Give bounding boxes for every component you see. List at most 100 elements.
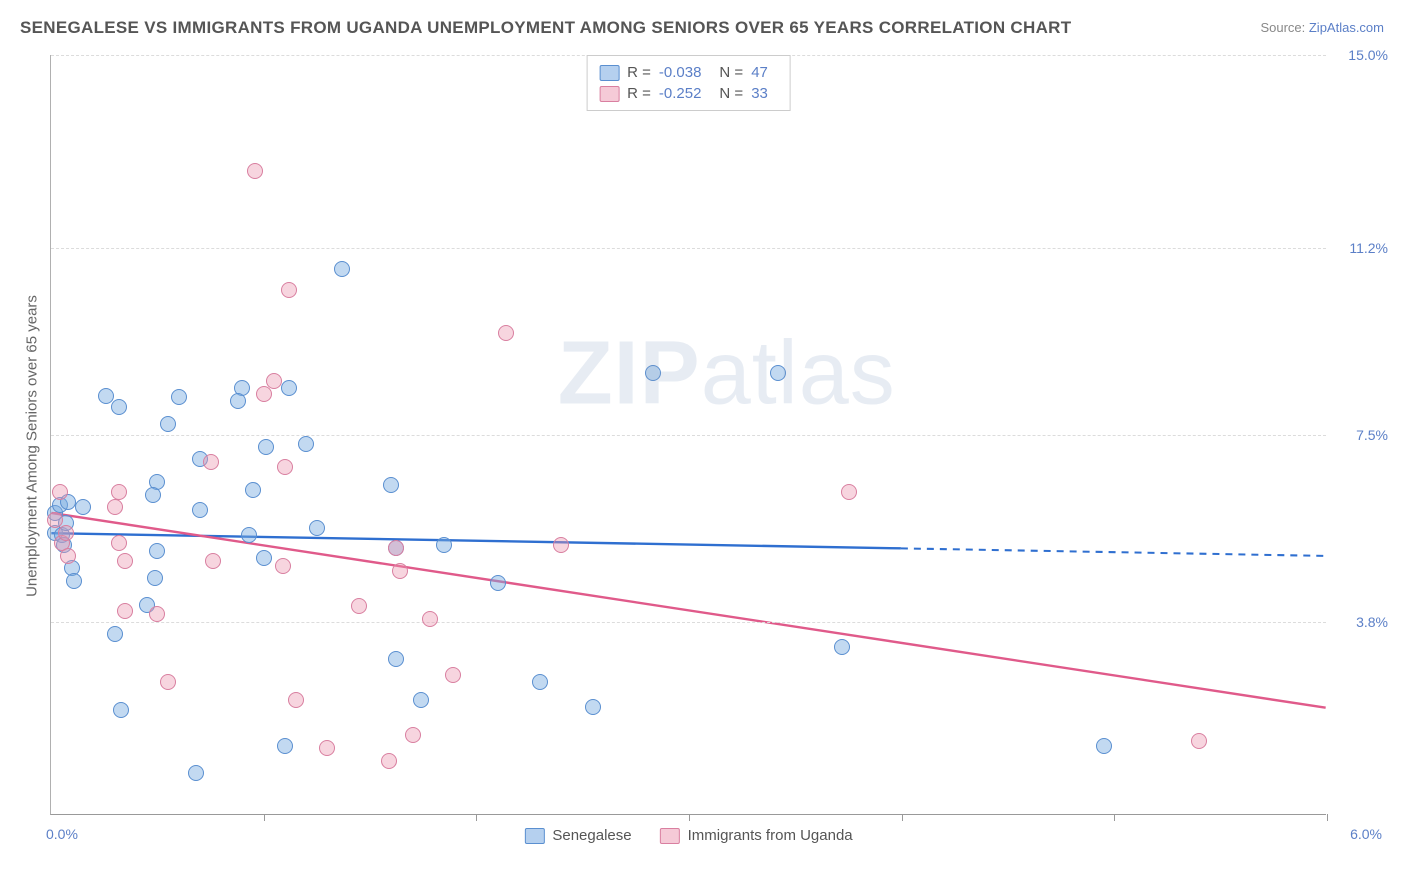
chart-container: SENEGALESE VS IMMIGRANTS FROM UGANDA UNE… [0, 0, 1406, 892]
r-label: R = [627, 64, 651, 81]
n-label: N = [719, 85, 743, 102]
data-point [111, 484, 127, 500]
correlation-legend: R = -0.038 N = 47 R = -0.252 N = 33 [586, 55, 791, 111]
data-point [149, 543, 165, 559]
data-point [117, 553, 133, 569]
swatch-icon [599, 65, 619, 81]
data-point [52, 484, 68, 500]
y-axis-title: Unemployment Among Seniors over 65 years [24, 295, 41, 597]
source-attribution: Source: ZipAtlas.com [1260, 20, 1384, 35]
plot-area: ZIPatlas R = -0.038 N = 47 R = -0.252 N … [50, 55, 1326, 815]
x-tick [689, 814, 690, 821]
data-point [149, 606, 165, 622]
y-tick-label: 15.0% [1348, 47, 1388, 63]
trend-line [51, 513, 1325, 708]
data-point [277, 738, 293, 754]
data-point [288, 692, 304, 708]
swatch-icon [599, 86, 619, 102]
data-point [309, 520, 325, 536]
legend-item: Senegalese [524, 827, 631, 844]
data-point [585, 699, 601, 715]
x-axis-max-label: 6.0% [1350, 826, 1382, 842]
x-tick [476, 814, 477, 821]
r-value: -0.038 [659, 64, 702, 81]
source-link[interactable]: ZipAtlas.com [1309, 20, 1384, 35]
n-value: 47 [751, 64, 768, 81]
data-point [111, 535, 127, 551]
data-point [319, 740, 335, 756]
data-point [256, 386, 272, 402]
chart-title: SENEGALESE VS IMMIGRANTS FROM UGANDA UNE… [20, 18, 1071, 38]
x-tick [1114, 814, 1115, 821]
x-tick [902, 814, 903, 821]
n-value: 33 [751, 85, 768, 102]
y-tick-label: 11.2% [1349, 240, 1388, 256]
data-point [145, 487, 161, 503]
legend-label: Senegalese [552, 827, 631, 844]
gridline [51, 248, 1326, 249]
r-value: -0.252 [659, 85, 702, 102]
data-point [230, 393, 246, 409]
data-point [498, 325, 514, 341]
data-point [392, 563, 408, 579]
data-point [1096, 738, 1112, 754]
data-point [553, 537, 569, 553]
data-point [245, 482, 261, 498]
data-point [192, 502, 208, 518]
data-point [405, 727, 421, 743]
x-tick [264, 814, 265, 821]
watermark-bold: ZIP [558, 323, 701, 423]
data-point [266, 373, 282, 389]
data-point [383, 477, 399, 493]
data-point [247, 163, 263, 179]
data-point [117, 603, 133, 619]
y-tick-label: 3.8% [1356, 614, 1388, 630]
data-point [111, 399, 127, 415]
swatch-icon [660, 828, 680, 844]
data-point [256, 550, 272, 566]
data-point [445, 667, 461, 683]
data-point [277, 459, 293, 475]
data-point [275, 558, 291, 574]
data-point [107, 626, 123, 642]
data-point [107, 499, 123, 515]
data-point [422, 611, 438, 627]
data-point [490, 575, 506, 591]
trend-line-extrapolated [901, 548, 1326, 556]
swatch-icon [524, 828, 544, 844]
n-label: N = [719, 64, 743, 81]
data-point [841, 484, 857, 500]
data-point [834, 639, 850, 655]
r-label: R = [627, 85, 651, 102]
data-point [66, 573, 82, 589]
data-point [1191, 733, 1207, 749]
gridline [51, 435, 1326, 436]
data-point [281, 380, 297, 396]
data-point [381, 753, 397, 769]
trend-line [51, 533, 901, 548]
data-point [75, 499, 91, 515]
data-point [281, 282, 297, 298]
gridline [51, 622, 1326, 623]
data-point [334, 261, 350, 277]
data-point [258, 439, 274, 455]
data-point [147, 570, 163, 586]
data-point [436, 537, 452, 553]
data-point [58, 525, 74, 541]
legend-label: Immigrants from Uganda [688, 827, 853, 844]
data-point [298, 436, 314, 452]
data-point [205, 553, 221, 569]
data-point [770, 365, 786, 381]
data-point [160, 416, 176, 432]
x-axis-min-label: 0.0% [46, 826, 78, 842]
data-point [413, 692, 429, 708]
data-point [188, 765, 204, 781]
x-tick [1327, 814, 1328, 821]
y-tick-label: 7.5% [1356, 427, 1388, 443]
data-point [388, 540, 404, 556]
legend-row: R = -0.038 N = 47 [599, 62, 778, 83]
legend-item: Immigrants from Uganda [660, 827, 853, 844]
watermark-rest: atlas [701, 323, 896, 423]
watermark: ZIPatlas [558, 322, 896, 425]
data-point [113, 702, 129, 718]
